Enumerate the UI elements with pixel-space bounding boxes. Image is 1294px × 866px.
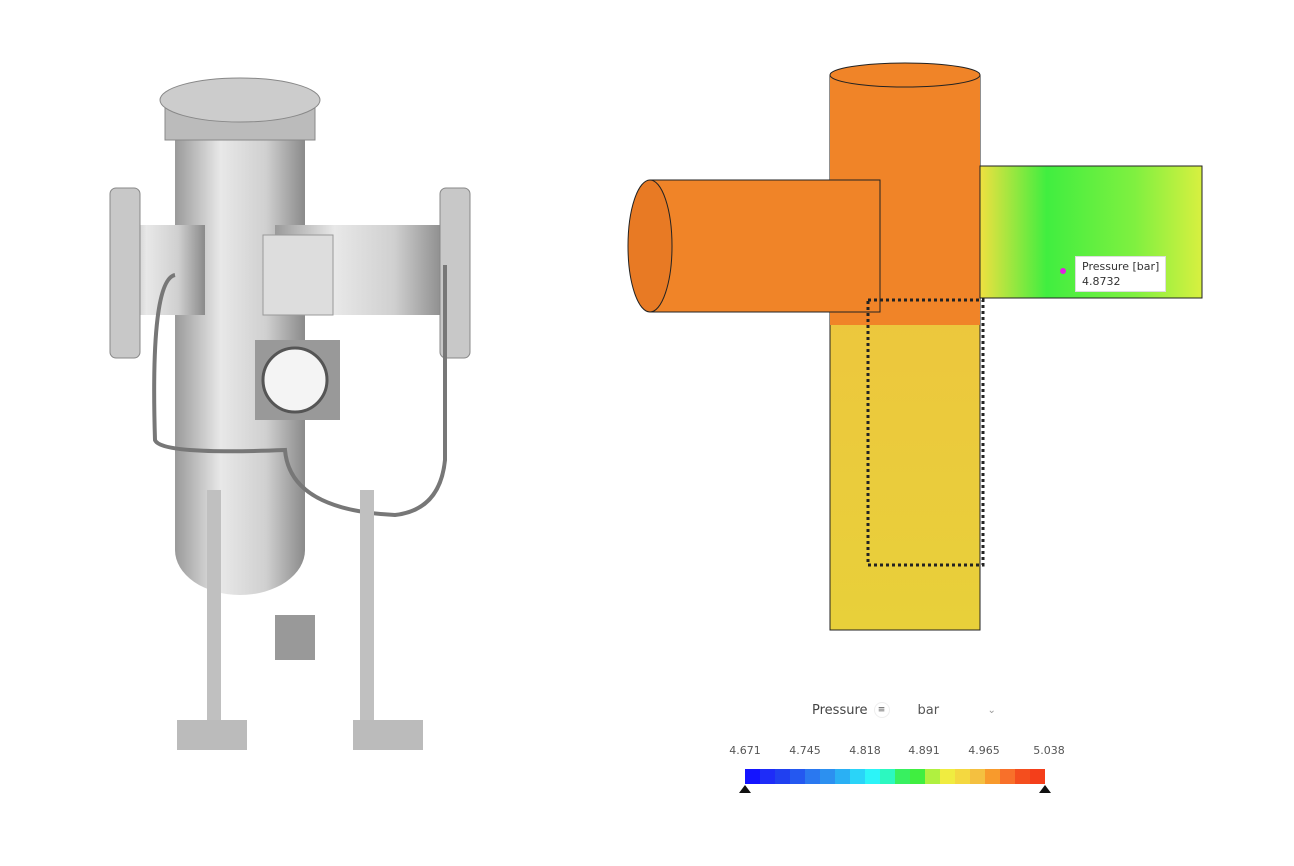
color-band	[745, 769, 760, 784]
legend-ticks: 4.671 4.745 4.818 4.891 4.965 5.038	[720, 744, 1070, 758]
tick-label: 5.038	[1033, 744, 1065, 757]
tooltip-value: 4.8732	[1082, 275, 1121, 288]
color-band	[1015, 769, 1030, 784]
color-band	[865, 769, 880, 784]
filter-vessel-photo	[109, 77, 471, 750]
color-band	[760, 769, 775, 784]
color-band	[880, 769, 895, 784]
tick-label: 4.891	[908, 744, 940, 757]
chevron-down-icon[interactable]: ⌄	[987, 704, 996, 716]
legend-header: Pressure ≡ bar ⌄	[812, 702, 996, 718]
color-scale	[745, 769, 1045, 784]
legend-field: Pressure	[812, 702, 868, 718]
color-band	[985, 769, 1000, 784]
tick-label: 4.965	[968, 744, 1000, 757]
tick-label: 4.671	[729, 744, 761, 757]
color-band	[1030, 769, 1045, 784]
color-band	[955, 769, 970, 784]
color-band	[835, 769, 850, 784]
color-band	[940, 769, 955, 784]
tick-label: 4.745	[789, 744, 821, 757]
tick-label: 4.818	[849, 744, 881, 757]
color-band	[790, 769, 805, 784]
color-band	[775, 769, 790, 784]
min-handle[interactable]	[739, 785, 751, 793]
color-band	[805, 769, 820, 784]
color-band	[1000, 769, 1015, 784]
color-band	[850, 769, 865, 784]
color-band	[970, 769, 985, 784]
tooltip-label: Pressure [bar]	[1082, 260, 1160, 273]
pressure-contour-plot[interactable]	[620, 60, 1220, 640]
color-band	[925, 769, 940, 784]
color-band	[820, 769, 835, 784]
unit-select[interactable]: bar	[917, 702, 940, 718]
menu-icon[interactable]: ≡	[873, 702, 890, 718]
color-band	[910, 769, 925, 784]
max-handle[interactable]	[1039, 785, 1051, 793]
probe-tooltip: Pressure [bar] 4.8732	[1075, 256, 1167, 292]
color-band	[895, 769, 910, 784]
